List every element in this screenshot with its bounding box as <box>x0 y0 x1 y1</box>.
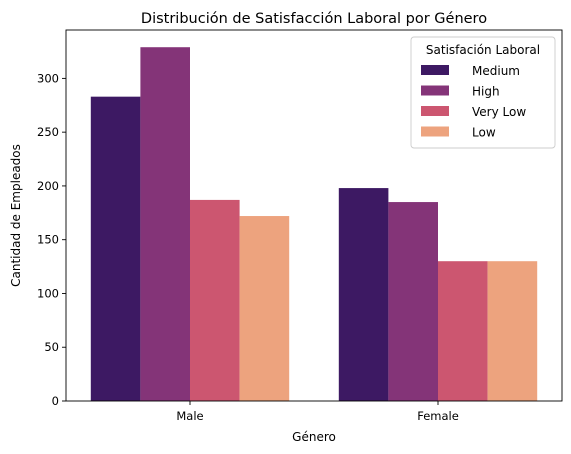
legend-swatch <box>421 126 449 137</box>
y-axis-label: Cantidad de Empleados <box>9 144 23 287</box>
y-tick-label: 50 <box>44 340 59 354</box>
legend-swatch <box>421 106 449 116</box>
chart-title: Distribución de Satisfacción Laboral por… <box>141 11 487 27</box>
legend-title: Satisfación Laboral <box>426 43 540 57</box>
y-tick-label: 150 <box>37 233 59 247</box>
bar-very-low-male <box>190 199 240 401</box>
x-tick-label: Female <box>417 409 459 423</box>
plot-frame <box>65 29 563 402</box>
plot-area: 0 50 100 150 200 250 300 Male Female <box>37 29 563 423</box>
bar-high-male <box>140 47 190 402</box>
legend: Satisfación Laboral Medium High Very Low Lo… <box>410 36 556 149</box>
bars <box>90 47 538 402</box>
legend-label: Low <box>472 126 496 140</box>
y-tick-label: 0 <box>52 394 59 408</box>
bar-low-female <box>487 261 538 401</box>
bar-medium-female <box>338 188 389 401</box>
y-tick-label: 200 <box>37 179 59 193</box>
y-axis: 0 50 100 150 200 250 300 <box>37 71 66 408</box>
legend-frame <box>410 36 556 149</box>
y-tick-label: 300 <box>37 71 59 85</box>
legend-entries: Medium High Very Low Low <box>421 64 526 140</box>
legend-label: High <box>472 85 500 99</box>
bar-low-male <box>239 216 290 401</box>
x-tick-label: Male <box>176 409 203 423</box>
legend-swatch <box>421 85 449 96</box>
y-tick-label: 100 <box>37 286 59 300</box>
bar-very-low-female <box>438 261 488 401</box>
legend-label: Very Low <box>472 105 526 119</box>
bar-high-female <box>388 202 438 401</box>
bar-medium-male <box>90 96 141 402</box>
x-axis-label: Género <box>292 430 336 444</box>
legend-swatch <box>421 65 449 75</box>
x-axis: Male Female <box>176 401 459 423</box>
legend-label: Medium <box>472 64 520 78</box>
y-tick-label: 250 <box>37 125 59 139</box>
